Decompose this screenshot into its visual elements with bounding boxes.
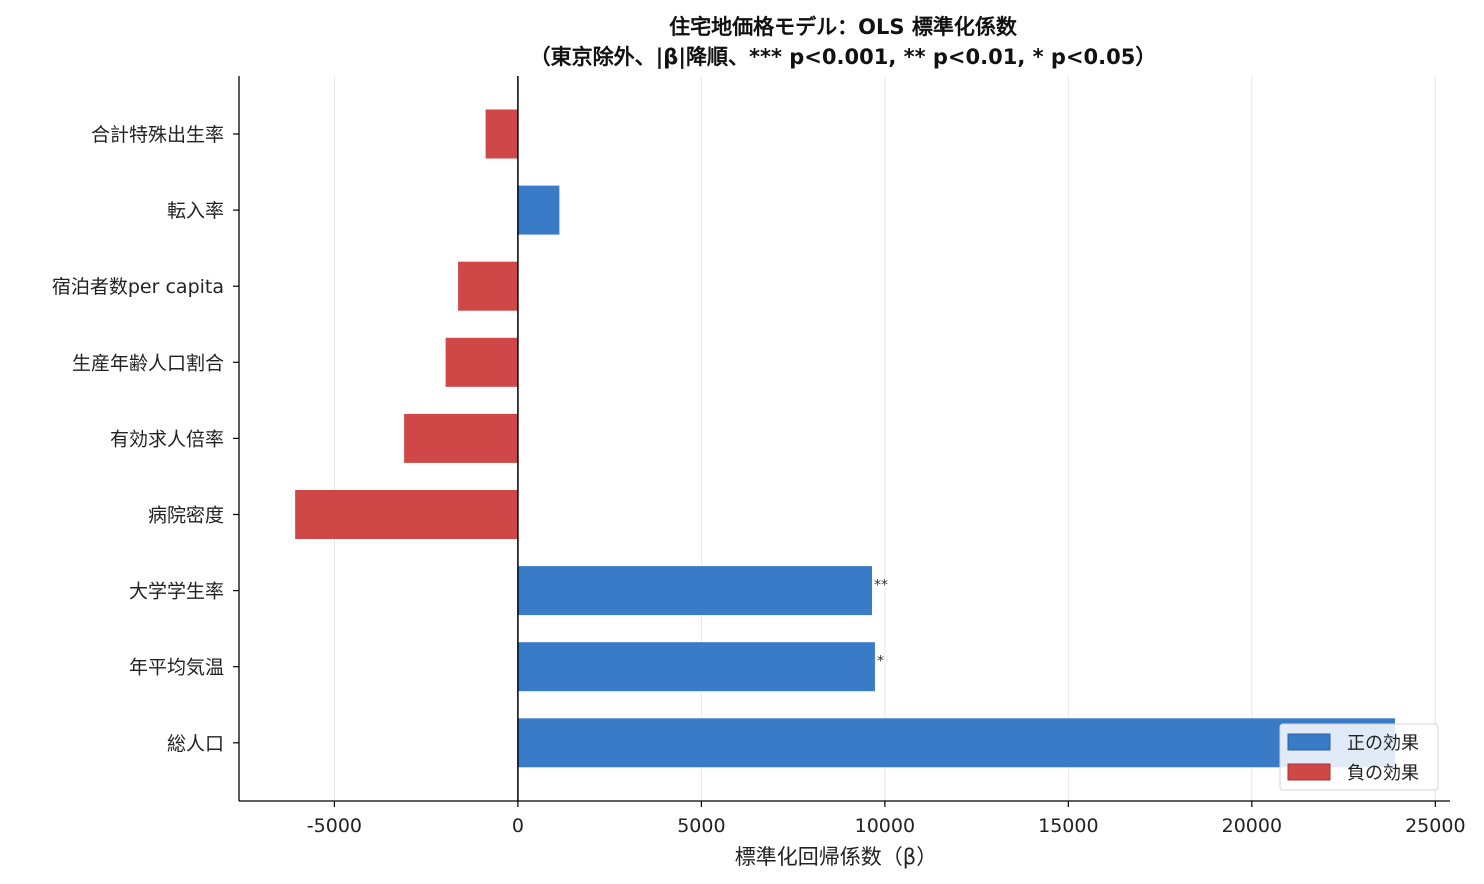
y-tick-label: 病院密度 (148, 505, 224, 527)
bar (485, 109, 518, 159)
y-tick-label: 年平均気温 (129, 657, 224, 679)
legend-label-negative: 負の効果 (1347, 763, 1419, 784)
bar (458, 261, 518, 311)
legend-label-positive: 正の効果 (1347, 733, 1419, 754)
bar (517, 642, 875, 692)
legend: 正の効果 負の効果 (1279, 723, 1439, 791)
bar (295, 490, 518, 539)
x-tick-label: 25000 (1405, 815, 1465, 837)
x-tick-labels: -5000 0 5000 10000 15000 20000 25000 (307, 801, 1466, 837)
x-tick-label: -5000 (307, 815, 362, 837)
bar (517, 185, 560, 235)
chart-title-line2: （東京除外、|β|降順、*** p<0.001, ** p<0.01, * p<… (530, 45, 1157, 70)
bar (445, 337, 518, 387)
y-tick-label: 有効求人倍率 (110, 428, 224, 450)
x-tick-label: 5000 (677, 815, 725, 837)
y-tick-label: 合計特殊出生率 (91, 124, 224, 146)
legend-swatch-positive (1287, 733, 1331, 751)
x-axis-label: 標準化回帰係数（β） (735, 845, 937, 869)
bar (517, 566, 873, 616)
x-tick-label: 15000 (1038, 815, 1098, 837)
significance-label: ** (874, 578, 888, 594)
bar (404, 413, 518, 463)
bar (517, 718, 1395, 768)
y-tick-label: 大学学生率 (129, 581, 224, 603)
significance-label: * (877, 654, 884, 670)
y-tick-label: 転入率 (167, 200, 224, 222)
y-tick-label: 生産年齢人口割合 (72, 352, 224, 374)
x-tick-label: 20000 (1222, 815, 1282, 837)
y-tick-label: 総人口 (167, 733, 224, 755)
chart-title-line1: 住宅地価格モデル：OLS 標準化係数 (669, 15, 1018, 39)
bars (295, 109, 1395, 768)
significance-labels: *** (874, 578, 888, 670)
y-tick-label: 宿泊者数per capita (52, 276, 224, 298)
x-tick-label: 10000 (855, 815, 915, 837)
x-tick-label: 0 (512, 815, 524, 837)
legend-swatch-negative (1287, 763, 1331, 781)
